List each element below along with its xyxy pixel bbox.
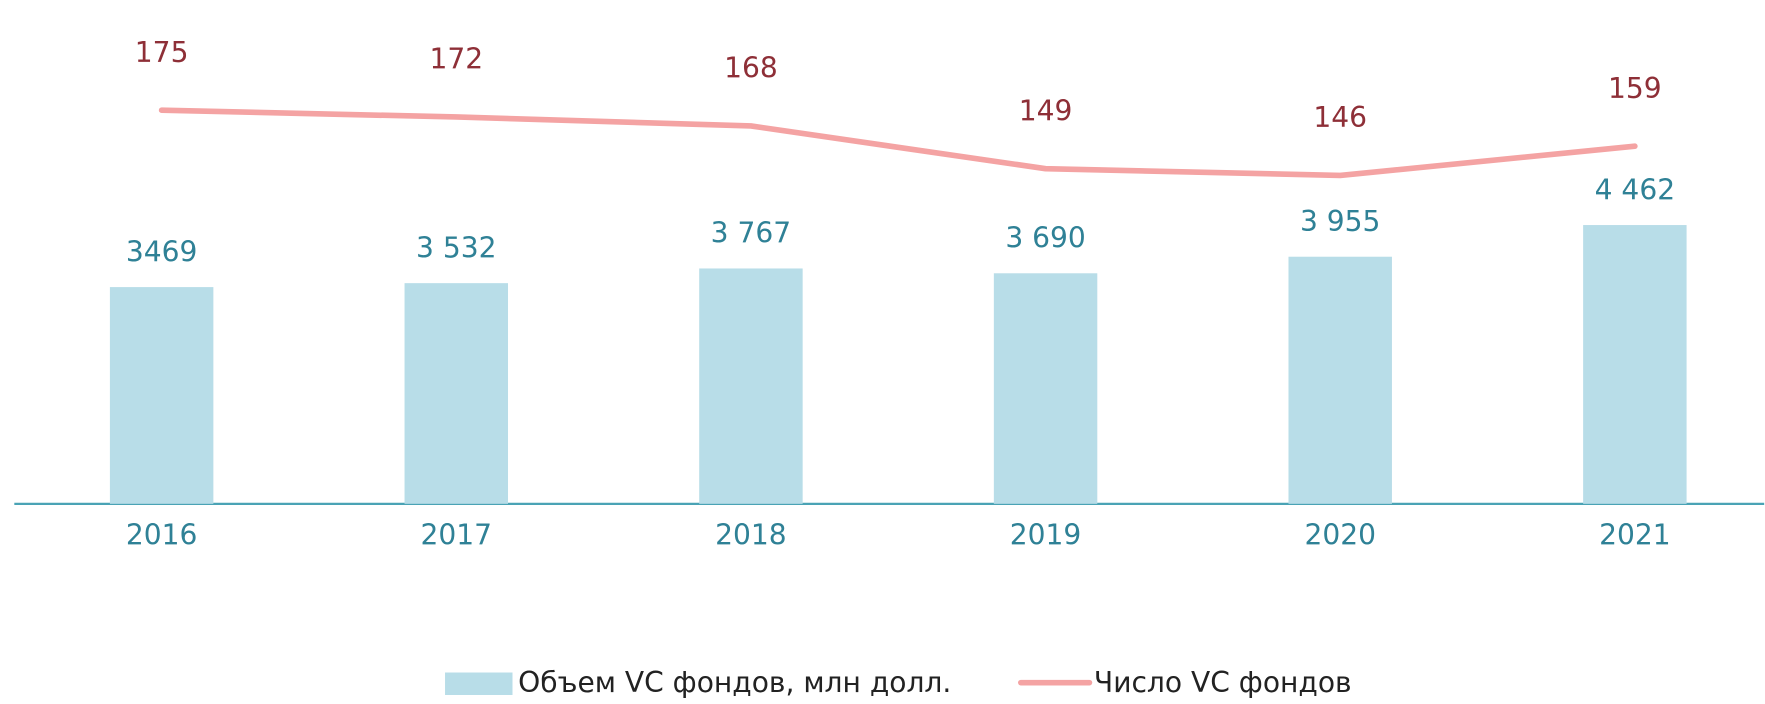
bar [404, 283, 509, 504]
bar-value-label: 4 462 [1595, 173, 1675, 206]
x-tick-label: 2020 [1304, 518, 1376, 551]
bar [993, 273, 1098, 504]
line-value-label: 172 [429, 43, 483, 76]
bar-value-label: 3 767 [711, 217, 791, 250]
x-tick-label: 2021 [1599, 518, 1671, 551]
x-tick-label: 2016 [126, 518, 198, 551]
bar-value-label: 3 690 [1005, 222, 1085, 255]
bar [109, 287, 214, 504]
bar [699, 268, 803, 504]
line [158, 107, 1638, 179]
x-tick-label: 2017 [421, 518, 493, 551]
x-tick-label: 2019 [1010, 518, 1082, 551]
legend-label: Объем VC фондов, млн долл. [518, 666, 951, 699]
legend-swatch [445, 672, 513, 696]
legend-label: Число VC фондов [1094, 666, 1352, 699]
line-value-label: 146 [1313, 101, 1367, 134]
line-value-label: 175 [135, 36, 189, 69]
line-value-label: 159 [1608, 72, 1662, 105]
bar-value-label: 3469 [126, 235, 198, 268]
line-value-label: 149 [1019, 94, 1073, 127]
line-value-label: 168 [724, 52, 778, 85]
bar [1583, 225, 1687, 504]
bar [1288, 256, 1392, 504]
bar-value-label: 3 532 [416, 231, 496, 264]
x-tick-label: 2018 [715, 518, 787, 551]
bar-value-label: 3 955 [1300, 205, 1380, 238]
